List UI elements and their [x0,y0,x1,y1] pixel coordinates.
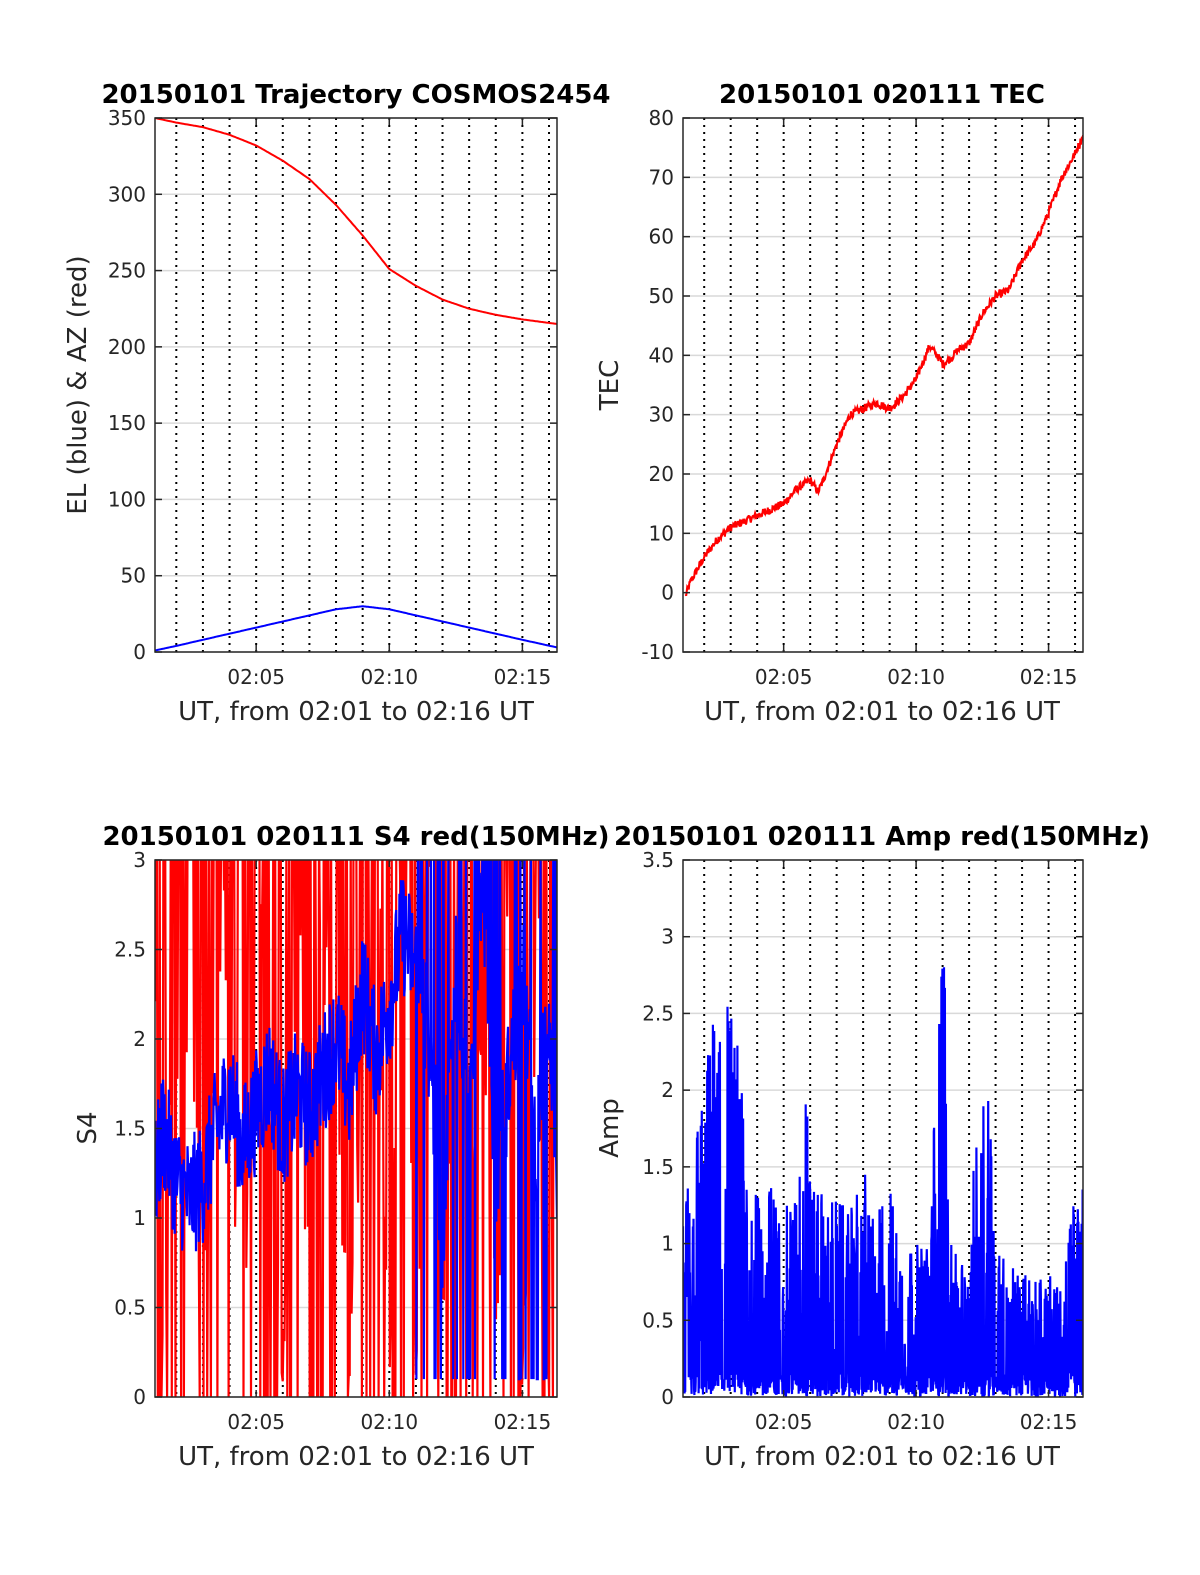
s4-ytick-label: 2 [133,1027,146,1051]
amp-axes-box [682,859,1084,1398]
amp-xtick-label: 02:05 [755,1410,813,1434]
amp-xtick-label: 02:15 [1020,1410,1078,1434]
trajectory-ytick-label: 350 [108,106,146,130]
tec-xlabel: UT, from 02:01 to 02:16 UT [704,697,1060,727]
trajectory-series-group [155,118,557,652]
tec-ytick-label: 80 [649,106,674,130]
tec-panel: 20150101 020111 TEC UT, from 02:01 to 02… [595,80,1084,727]
trajectory-series-el-line [155,605,557,652]
trajectory-ytick-label: 300 [108,182,146,206]
amp-series-amp-line [683,967,1083,1397]
tec-ytick-label: -10 [641,640,674,664]
trajectory-title: 20150101 Trajectory COSMOS2454 [101,80,610,110]
tec-ytick-label: 20 [649,462,674,486]
tec-series-group [684,135,1083,597]
tec-ylabel: TEC [595,360,625,411]
amp-xlabel: UT, from 02:01 to 02:16 UT [704,1442,1060,1472]
amp-ytick-label: 0.5 [642,1308,674,1332]
trajectory-ytick-label: 0 [133,640,146,664]
s4-ylabel: S4 [73,1111,103,1144]
trajectory-ytick-label: 100 [108,487,146,511]
amp-ytick-label: 2 [661,1078,674,1102]
tec-ytick-label: 70 [649,165,674,189]
s4-title: 20150101 020111 S4 red(150MHz) [102,822,609,852]
amp-xtick-label: 02:10 [887,1410,945,1434]
tec-ytick-label: 50 [649,284,674,308]
s4-series-s4-red-line [155,860,555,1397]
s4-panel: 20150101 020111 S4 red(150MHz) UT, from … [73,822,610,1472]
tec-ytick-label: 10 [649,521,674,545]
trajectory-panel: 20150101 Trajectory COSMOS2454 UT, from … [63,80,611,727]
amp-ytick-label: 1.5 [642,1155,674,1179]
amp-ytick-label: 2.5 [642,1001,674,1025]
amp-ytick-label: 3.5 [642,848,674,872]
amp-ytick-label: 0 [661,1385,674,1409]
tec-xtick-label: 02:15 [1020,665,1078,689]
tec-ytick-label: 30 [649,403,674,427]
s4-ytick-label: 3 [133,848,146,872]
trajectory-ytick-label: 200 [108,335,146,359]
s4-series-group [155,860,557,1397]
tec-xtick-label: 02:10 [887,665,945,689]
s4-xtick-label: 02:15 [494,1410,552,1434]
trajectory-ytick-label: 250 [108,259,146,283]
trajectory-xtick-label: 02:10 [360,665,418,689]
s4-xtick-label: 02:05 [227,1410,285,1434]
tec-title: 20150101 020111 TEC [719,80,1045,110]
amp-ytick-label: 3 [661,925,674,949]
trajectory-xlabel: UT, from 02:01 to 02:16 UT [178,697,534,727]
tec-ytick-label: 0 [661,581,674,605]
trajectory-axes-box [154,117,558,653]
amp-panel: 20150101 020111 Amp red(150MHz) UT, from… [595,822,1150,1472]
s4-ytick-label: 0.5 [114,1296,146,1320]
s4-series-s4-blue-line [155,860,557,1381]
tec-ytick-label: 40 [649,343,674,367]
amp-ylabel: Amp [595,1098,625,1158]
s4-xlabel: UT, from 02:01 to 02:16 UT [178,1442,534,1472]
amp-title: 20150101 020111 Amp red(150MHz) [614,822,1150,852]
s4-ytick-label: 1 [133,1206,146,1230]
s4-ytick-label: 0 [133,1385,146,1409]
trajectory-ytick-label: 50 [121,564,146,588]
trajectory-xtick-label: 02:15 [494,665,552,689]
s4-xtick-label: 02:10 [360,1410,418,1434]
tec-ytick-label: 60 [649,225,674,249]
trajectory-xtick-label: 02:05 [227,665,285,689]
trajectory-series-az-line [155,118,557,325]
amp-series-group [683,967,1083,1397]
tec-xtick-label: 02:05 [755,665,813,689]
trajectory-ylabel: EL (blue) & AZ (red) [63,255,93,514]
amp-ytick-label: 1 [661,1232,674,1256]
tec-series-tec-line [684,135,1083,597]
s4-ytick-label: 2.5 [114,938,146,962]
tec-axes-box [682,117,1084,653]
trajectory-ytick-label: 150 [108,411,146,435]
s4-ytick-label: 1.5 [114,1117,146,1141]
